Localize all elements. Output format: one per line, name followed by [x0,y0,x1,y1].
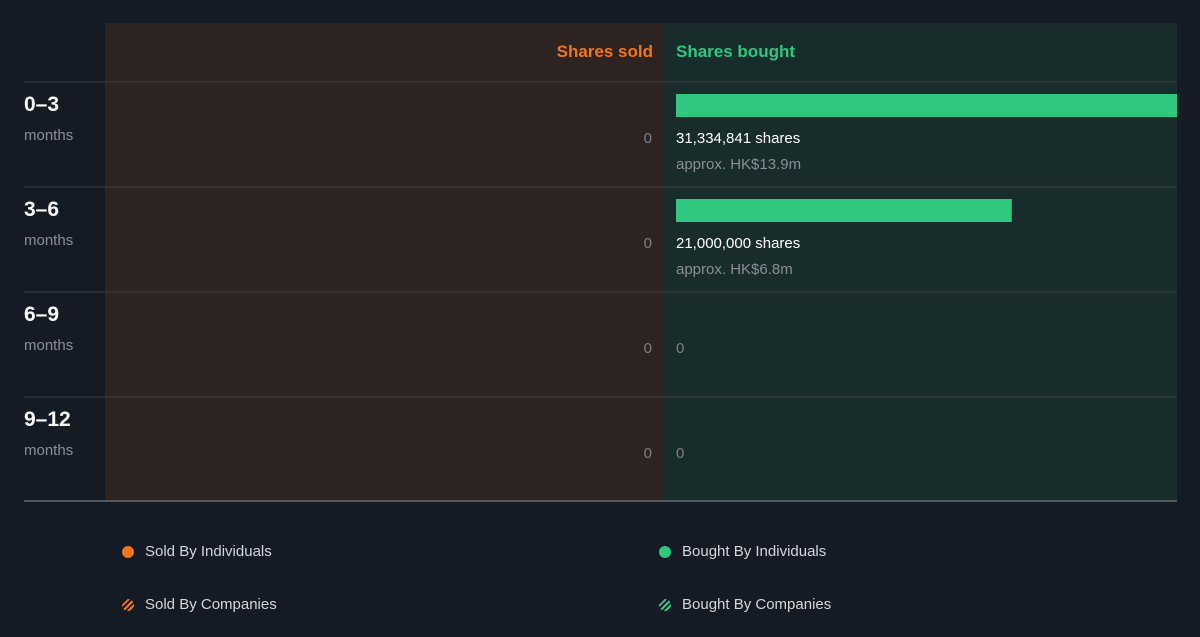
sold-value-label: 0 [644,130,652,147]
green-dot-icon [659,545,671,558]
bought-shares-label: 21,000,000 shares [676,235,800,252]
bought-value-label: approx. HK$6.8m [676,261,793,278]
row-period-label: 3–6 [24,198,59,221]
row-period-label: 9–12 [24,408,71,431]
bought-shares-label: 31,334,841 shares [676,130,800,147]
row-unit-label: months [24,442,73,459]
sold-column-background [105,23,663,501]
orange-dot-icon [122,545,134,558]
legend-bought-individuals-label: Bought By Individuals [682,543,827,560]
row-period-label: 6–9 [24,303,59,326]
row-unit-label: months [24,232,73,249]
orange-hatched-dot-icon [122,598,134,611]
legend-bought-companies-label: Bought By Companies [682,596,832,613]
shares-sold-header: Shares sold [557,42,653,61]
sold-value-label: 0 [644,445,652,462]
legend: Sold By Individuals Bought By Individual… [0,510,1200,637]
bought-bar [676,94,1177,117]
insider-trading-chart: Shares sold Shares bought 0–3 months 0 31,3… [24,23,1177,502]
bought-bar [676,199,1012,222]
legend-sold-companies-label: Sold By Companies [145,596,277,613]
legend-bought-companies: Bought By Companies [659,596,831,613]
legend-sold-companies: Sold By Companies [122,596,277,613]
legend-bought-individuals: Bought By Individuals [659,543,826,560]
bought-value-label: 0 [676,340,684,357]
row-period-label: 0–3 [24,93,59,116]
bought-value-label: 0 [676,445,684,462]
row-unit-label: months [24,127,73,144]
row-unit-label: months [24,337,73,354]
green-hatched-dot-icon [659,598,671,611]
legend-sold-individuals: Sold By Individuals [122,543,272,560]
chart-rows: 0–3 months 0 31,334,841 shares approx. HK$13… [24,81,1177,462]
shares-bought-header: Shares bought [676,42,795,61]
bought-value-label: approx. HK$13.9m [676,156,801,173]
sold-value-label: 0 [644,340,652,357]
sold-value-label: 0 [644,235,652,252]
legend-sold-individuals-label: Sold By Individuals [145,543,272,560]
